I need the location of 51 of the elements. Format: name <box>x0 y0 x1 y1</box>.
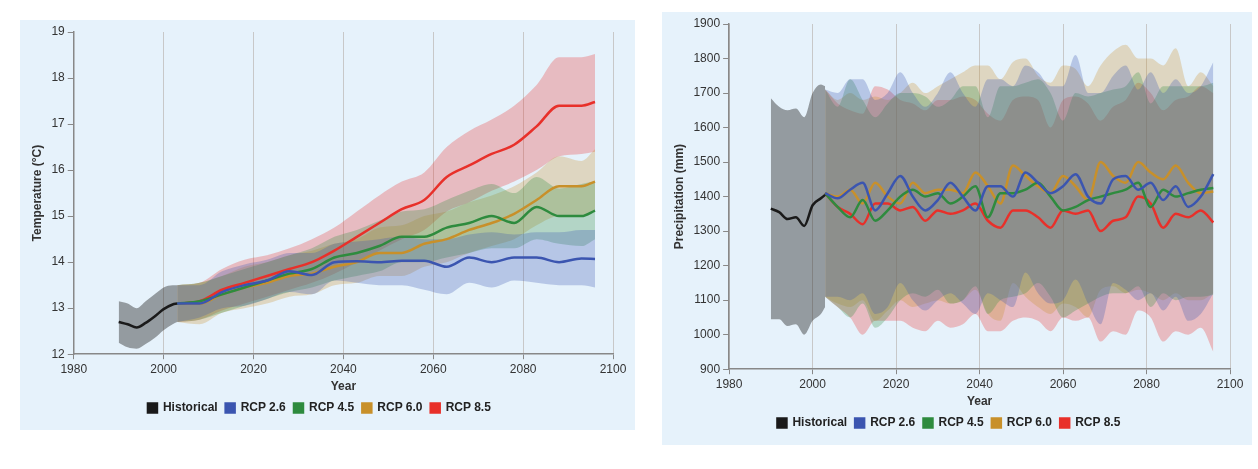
x-tick-label: 2000 <box>150 361 178 376</box>
line-series <box>823 171 1215 212</box>
y-tick-label: 1500 <box>693 154 721 169</box>
line-series <box>175 256 597 305</box>
y-tick-label: 1600 <box>693 119 721 134</box>
legend-label: RCP 8.5 <box>1075 415 1121 430</box>
y-tick-label: 1100 <box>694 292 721 307</box>
y-tick-label: 1200 <box>693 257 721 272</box>
y-tick-label: 14 <box>51 254 66 269</box>
legend-label: Historical <box>162 400 218 415</box>
y-axis-title: Precipitation (mm) <box>671 143 686 250</box>
y-tick-label: 15 <box>51 208 66 223</box>
x-tick-label: 2080 <box>509 361 537 376</box>
y-tick-label: 13 <box>51 300 66 315</box>
y-tick-label: 12 <box>51 346 66 361</box>
y-tick-label: 18 <box>51 70 66 85</box>
x-tick-label: 1980 <box>715 376 743 391</box>
y-tick-label: 17 <box>51 116 66 131</box>
y-tick-label: 900 <box>700 361 721 376</box>
legend-label: RCP 6.0 <box>1006 415 1053 430</box>
y-tick-label: 16 <box>51 162 66 177</box>
x-tick-label: 2020 <box>882 376 910 391</box>
legend-label: RCP 2.6 <box>240 400 287 415</box>
y-tick-label: 1800 <box>693 50 721 65</box>
legend-label: RCP 8.5 <box>445 400 492 415</box>
x-tick-label: 2040 <box>966 376 994 391</box>
y-tick-label: 1900 <box>693 16 721 31</box>
legend-label: RCP 4.5 <box>938 415 984 430</box>
y-tick-label: 1400 <box>693 188 721 203</box>
legend-label: RCP 4.5 <box>308 400 355 415</box>
x-tick-label: 2040 <box>330 361 358 376</box>
x-tick-label: 2060 <box>1049 376 1077 391</box>
x-tick-label: 2100 <box>599 361 627 376</box>
x-tick-label: 2100 <box>1216 376 1244 391</box>
y-tick-label: 19 <box>51 24 66 39</box>
x-tick-label: 2000 <box>799 376 827 391</box>
y-axis-title: Temperature (°C) <box>29 144 44 242</box>
y-tick-label: 1300 <box>693 223 721 238</box>
y-tick-label: 1700 <box>693 85 721 100</box>
legend-label: RCP 2.6 <box>870 415 916 430</box>
line-series <box>117 302 179 329</box>
legend-label: Historical <box>792 415 848 430</box>
x-tick-label: 2060 <box>419 361 447 376</box>
x-tick-label: 1980 <box>60 361 88 376</box>
x-axis-title: Year <box>966 394 993 409</box>
x-axis-title: Year <box>330 379 357 394</box>
x-tick-label: 2080 <box>1133 376 1161 391</box>
line-series <box>769 193 827 228</box>
legend-label: RCP 6.0 <box>377 400 423 415</box>
y-tick-label: 1000 <box>693 326 721 341</box>
x-tick-label: 2020 <box>240 361 268 376</box>
